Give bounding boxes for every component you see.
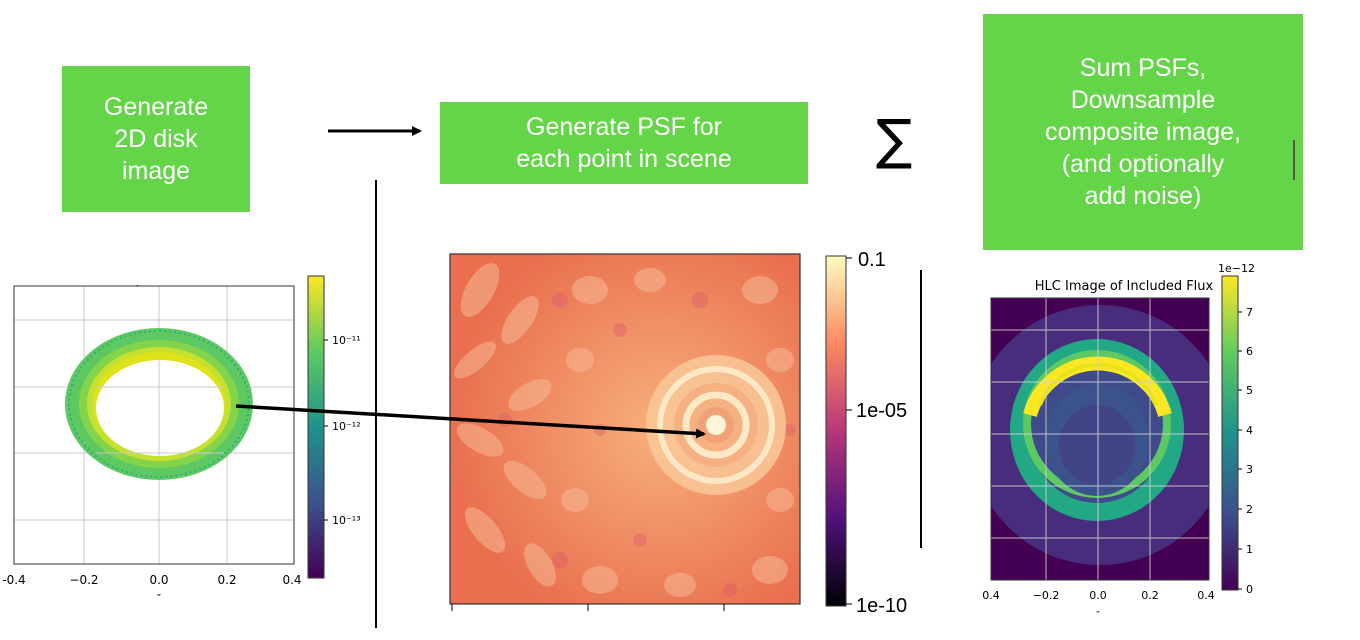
hlc-x-tick: 0.4	[982, 589, 1000, 602]
psf-colorbar-tick: 1e-05	[856, 400, 907, 422]
step-generate-psf-label: Generate PSF for each point in scene	[516, 113, 732, 173]
hlc-x-tick: 0.2	[1141, 589, 1159, 602]
hlc-colorbar-tick: 0	[1246, 583, 1253, 596]
hlc-x-label: ″	[1096, 610, 1100, 621]
step-generate-disk-label: Generate 2D disk image	[103, 93, 209, 185]
psf-colorbar-tick: 1e-10	[856, 595, 907, 617]
hlc-colorbar-tick: 4	[1246, 424, 1253, 437]
step-sum-psfs: Sum PSFs, Downsample composite image, (a…	[983, 14, 1303, 250]
disk-x-tick: 0.2	[217, 573, 236, 587]
hlc-x-tick: 0.0	[1089, 589, 1107, 602]
disk-x-tick: −0.2	[69, 573, 98, 587]
disk-colorbar	[307, 275, 325, 579]
sum-symbol: ∑	[876, 108, 913, 171]
hlc-colorbar-tick: 1	[1246, 543, 1253, 556]
disk-inner-hole	[96, 360, 224, 456]
point-to-psf-arrow	[235, 404, 706, 439]
hlc-colorbar-tick: 6	[1246, 345, 1253, 358]
hlc-colorbar-tick: 7	[1246, 306, 1253, 319]
hlc-image-plot: HLC Image of Included Flux 0.4 −0.2 0.0 …	[982, 262, 1255, 621]
psf-plot: 0.1 1e-05 1e-10	[449, 249, 907, 617]
disk-colorbar-tick: 10⁻¹¹	[332, 334, 361, 347]
disk-colorbar-tick: 10⁻¹²	[332, 420, 361, 433]
step-generate-psf: Generate PSF for each point in scene	[440, 102, 808, 184]
step-sum-psfs-label: Sum PSFs, Downsample composite image, (a…	[1045, 54, 1241, 210]
disk-image-plot: . -0.4 −0.2 0.0 0.2 0.4 ″ 10⁻¹¹ 10⁻¹² 10…	[2, 275, 361, 605]
step-generate-disk: Generate 2D disk image	[62, 66, 250, 212]
disk-x-tick: 0.4	[282, 573, 301, 587]
hlc-colorbar-tick: 2	[1246, 503, 1253, 516]
disk-x-tick: 0.0	[149, 573, 168, 587]
disk-x-label: ″	[157, 592, 161, 605]
hlc-plot-frame	[990, 297, 1210, 581]
hlc-colorbar	[1221, 275, 1239, 591]
hlc-colorbar-multiplier: 1e−12	[1218, 262, 1255, 275]
psf-colorbar-tick: 0.1	[858, 249, 886, 271]
hlc-x-tick: 0.4	[1197, 589, 1215, 602]
hlc-colorbar-tick: 5	[1246, 384, 1253, 397]
psf-plot-frame	[449, 253, 801, 605]
disk-x-tick: -0.4	[2, 573, 25, 587]
hlc-plot-title: HLC Image of Included Flux	[1035, 279, 1214, 294]
hlc-colorbar-tick: 3	[1246, 463, 1253, 476]
disk-colorbar-tick: 10⁻¹³	[332, 514, 361, 527]
psf-colorbar	[825, 255, 847, 607]
hlc-x-tick: −0.2	[1033, 589, 1060, 602]
svg-text:.: .	[136, 278, 139, 289]
